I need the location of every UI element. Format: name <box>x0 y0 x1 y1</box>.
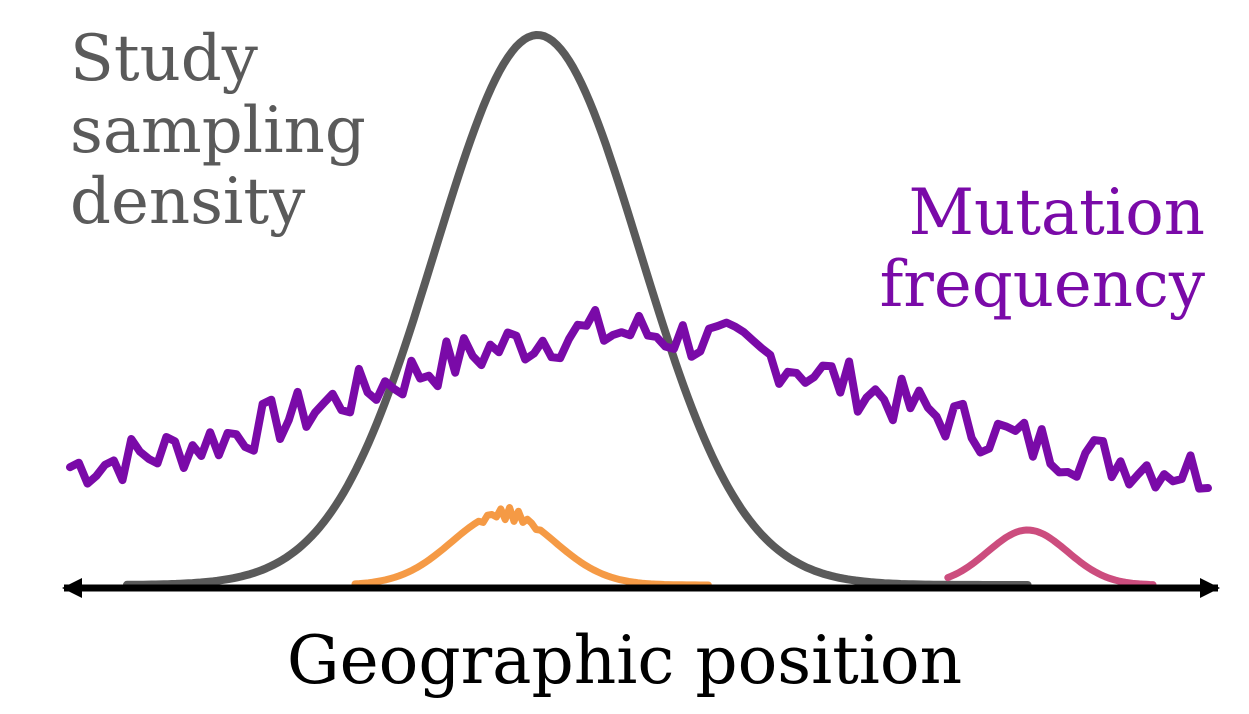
sampling-label-line-3: density <box>70 165 306 240</box>
geographic-position-label: Geographic position <box>286 622 963 699</box>
mutation-label-line-1: Mutation <box>908 176 1205 250</box>
mutation-frequency-curve <box>66 306 1212 493</box>
sampling-label-line-2: sampling <box>70 93 366 168</box>
orange-peak-curve <box>351 504 712 589</box>
mutation-frequency-label: Mutation frequency <box>879 176 1205 322</box>
sampling-label-line-1: Study <box>70 22 258 96</box>
sampling-density-label: Study sampling density <box>70 22 366 240</box>
pink-peak-curve <box>944 526 1157 589</box>
mutation-label-line-2: frequency <box>879 247 1205 322</box>
